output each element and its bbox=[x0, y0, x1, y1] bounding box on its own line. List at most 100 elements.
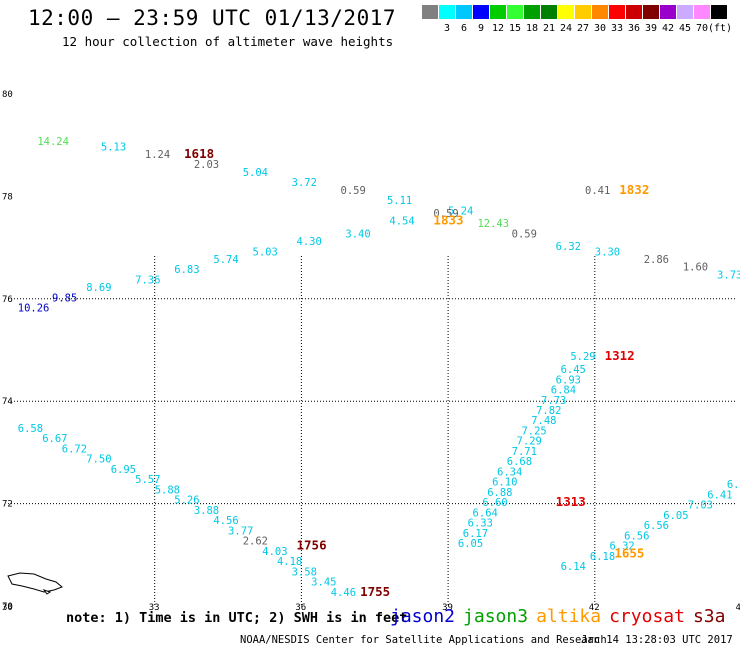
wave-height-label: 6.45 bbox=[561, 364, 586, 376]
wave-height-label: 4.54 bbox=[389, 216, 414, 228]
wave-height-label: 6.83 bbox=[174, 264, 199, 276]
wave-height-label: 5.11 bbox=[387, 195, 412, 207]
wave-height-label: 5.26 bbox=[174, 495, 199, 507]
wave-height-label: 2.62 bbox=[243, 536, 268, 548]
wave-height-label: 7.71 bbox=[512, 446, 537, 458]
wave-height-label: 6.10 bbox=[492, 477, 517, 489]
wave-height-label: 7.73 bbox=[541, 395, 566, 407]
x-tick-label: 36 bbox=[295, 603, 306, 613]
legend-label: 18 bbox=[525, 23, 539, 34]
legend-label: 24 bbox=[559, 23, 573, 34]
footer-timestamp: Jan 14 13:28:03 UTC 2017 bbox=[581, 634, 733, 646]
wave-height-label: 6.60 bbox=[482, 497, 507, 509]
coastline-fragment bbox=[42, 589, 52, 595]
x-tick-label: 33 bbox=[149, 603, 160, 613]
wave-height-label: 6.14 bbox=[561, 561, 586, 573]
legend-label: 45 bbox=[678, 23, 692, 34]
legend-label: 27 bbox=[576, 23, 590, 34]
legend-unit: (ft) bbox=[708, 23, 733, 34]
wave-height-label: 4.56 bbox=[213, 515, 238, 527]
wave-height-label: 6.33 bbox=[468, 518, 493, 530]
legend-label: 39 bbox=[644, 23, 658, 34]
wave-height-label: 6.32 bbox=[556, 241, 581, 253]
legend-swatch bbox=[592, 5, 608, 19]
legend-swatch bbox=[456, 5, 472, 19]
map-grid bbox=[8, 256, 736, 606]
coastline-fragment bbox=[7, 572, 63, 593]
wave-height-label: 6.41 bbox=[707, 489, 732, 501]
legend-label: 15 bbox=[508, 23, 522, 34]
pass-time-label: 1618 bbox=[184, 146, 214, 161]
footer-credit: NOAA/NESDIS Center for Satellite Applica… bbox=[240, 634, 607, 646]
y-tick-label: 76 bbox=[2, 295, 13, 305]
wave-height-label: 6.68 bbox=[507, 456, 532, 468]
legend-label: 30 bbox=[593, 23, 607, 34]
wave-height-label: 14.24 bbox=[37, 136, 69, 148]
legend-label: 42 bbox=[661, 23, 675, 34]
legend-swatch bbox=[677, 5, 693, 19]
wave-height-label: 5.74 bbox=[213, 254, 238, 266]
wave-height-label: 2.03 bbox=[194, 159, 219, 171]
legend-swatch bbox=[694, 5, 710, 19]
wave-height-label: 0.59 bbox=[512, 228, 537, 240]
wave-height-label: 3.77 bbox=[228, 525, 253, 537]
pass-time-label: 1312 bbox=[605, 348, 635, 363]
wave-height-label: 4.18 bbox=[277, 556, 302, 568]
coastline bbox=[7, 572, 63, 595]
wave-height-label: 7.36 bbox=[135, 274, 160, 286]
page-subtitle: 12 hour collection of altimeter wave hei… bbox=[62, 34, 394, 49]
wave-height-label: 10.26 bbox=[18, 303, 50, 315]
legend-label: 70 bbox=[695, 23, 709, 34]
wave-height-label: 1.24 bbox=[145, 149, 170, 161]
legend-label: 33 bbox=[610, 23, 624, 34]
wave-height-label: 6.72 bbox=[62, 443, 87, 455]
wave-height-label: 6.34 bbox=[497, 466, 522, 478]
y-tick-label: 70 bbox=[2, 602, 13, 612]
legend-label: 6 bbox=[460, 23, 468, 34]
wave-height-label: 0.41 bbox=[585, 185, 610, 197]
wave-height-label: 5.13 bbox=[101, 141, 126, 153]
wave-height-label: 5.24 bbox=[448, 205, 473, 217]
wave-height-label: 7.25 bbox=[521, 425, 546, 437]
wave-height-label: 6.05 bbox=[458, 538, 483, 550]
wave-height-label: 3.58 bbox=[292, 566, 317, 578]
satellite-name: altika bbox=[536, 606, 602, 627]
wave-height-label: 6.84 bbox=[551, 385, 576, 397]
page-title: 12:00 – 23:59 UTC 01/13/2017 bbox=[28, 6, 397, 30]
wave-height-label: 1.60 bbox=[683, 262, 708, 274]
wave-height-label: 7.48 bbox=[531, 415, 556, 427]
wave-height-label: 5.04 bbox=[243, 167, 268, 179]
wave-height-label: 6.56 bbox=[624, 530, 649, 542]
wave-height-label: 7.29 bbox=[517, 436, 542, 448]
legend-swatch bbox=[711, 5, 727, 19]
wave-height-label: 3.88 bbox=[194, 505, 219, 517]
wave-height-label: 4.30 bbox=[297, 236, 322, 248]
wave-height-label: 5.57 bbox=[135, 474, 160, 486]
legend-label: 12 bbox=[491, 23, 505, 34]
wave-height-label: 8.69 bbox=[86, 282, 111, 294]
legend-label: 21 bbox=[542, 23, 556, 34]
pass-time-label: 1833 bbox=[433, 213, 463, 228]
legend-swatch bbox=[524, 5, 540, 19]
wave-height-label: 0.59 bbox=[433, 208, 458, 220]
wave-height-label: 2.86 bbox=[644, 254, 669, 266]
axis-tick-labels: 30 33 36 39 42 45 70 72 74 76 78 80 bbox=[2, 90, 740, 613]
pass-time-label: 1832 bbox=[619, 182, 649, 197]
wave-height-label: 6.21 bbox=[727, 479, 740, 491]
legend-swatch bbox=[422, 5, 438, 19]
wave-height-label: 5.03 bbox=[253, 246, 278, 258]
wave-height-label: 3.73 bbox=[717, 269, 740, 281]
y-tick-label: 74 bbox=[2, 397, 13, 407]
satellite-name: s3a bbox=[692, 606, 726, 627]
legend-swatch bbox=[660, 5, 676, 19]
pass-time-label: 1655 bbox=[614, 545, 644, 560]
wave-height-label: 6.93 bbox=[556, 374, 581, 386]
x-tick-label: 30 bbox=[2, 603, 13, 613]
legend-label: 36 bbox=[627, 23, 641, 34]
y-tick-label: 80 bbox=[2, 90, 13, 100]
wave-height-label: 0.59 bbox=[341, 185, 366, 197]
legend-swatch bbox=[626, 5, 642, 19]
legend-swatch bbox=[609, 5, 625, 19]
satellite-name: jason3 bbox=[463, 606, 529, 627]
y-tick-label: 78 bbox=[2, 192, 13, 202]
